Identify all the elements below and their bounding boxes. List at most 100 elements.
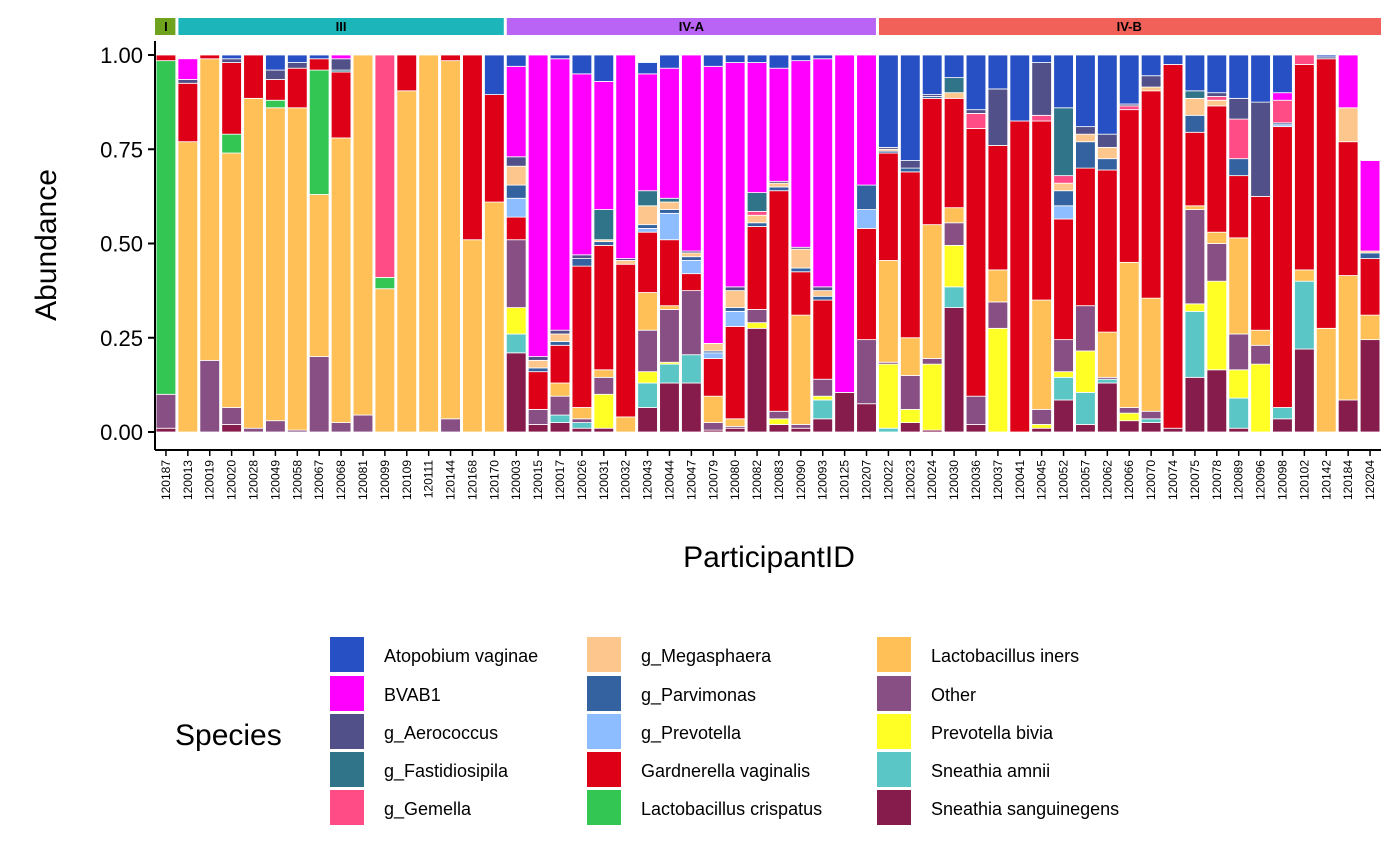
bar-segment [768,182,790,188]
bar-stack-120052 [1053,54,1074,433]
bar-segment [1097,331,1118,378]
bar-segment [1359,314,1381,341]
bar-segment [943,207,965,224]
x-tick-label: 120109 [400,460,414,500]
bar-segment [396,54,418,92]
bar-segment [790,54,812,62]
bar-stack-120093 [812,54,833,433]
bar-segment [1228,333,1249,371]
bar-segment [593,80,615,210]
bar-segment [265,99,286,109]
bar-segment [593,376,615,395]
y-tick-label: 0.00 [100,420,143,445]
bar-stack-120045 [1031,54,1052,433]
bar-segment [593,393,615,429]
bar-segment [724,427,746,433]
bar-segment [1031,427,1052,433]
bar-segment [1184,90,1206,99]
bar-segment [900,422,921,433]
legend-label: g_Fastidiosipila [384,761,509,782]
legend-entry: BVAB1 [330,676,441,711]
bar-segment [221,133,242,154]
bar-stack-120062 [1097,54,1118,433]
bar-segment [440,54,461,62]
bar-segment [593,427,615,433]
bar-segment [571,265,593,408]
bar-segment [505,156,527,167]
x-tick-label: 120037 [991,460,1005,500]
bar-segment [549,344,571,384]
legend-entries: Atopobium vaginae BVAB1 g_Aerococcus g_Fast… [330,637,1119,825]
bar-segment [1031,424,1052,429]
bar-segment [1228,158,1249,177]
bar-segment [1250,344,1271,365]
bar-segment [571,422,593,429]
bar-segment [593,54,615,82]
bar-segment [1294,348,1315,433]
bar-stack-120075 [1184,54,1206,433]
x-tick-label: 120062 [1100,460,1114,500]
bar-stack-120023 [900,54,921,433]
bar-segment [812,290,833,297]
legend-label: Atopobium vaginae [384,646,538,666]
bar-segment [1316,327,1337,433]
bar-stack-120098 [1272,54,1293,433]
bar-stack-120207 [856,54,877,433]
bar-segment [1294,64,1315,271]
legend-title: Species [175,719,282,752]
bar-segment [221,424,242,433]
bar-segment [681,354,702,384]
bar-segment [1118,261,1140,408]
bar-segment [1031,114,1052,122]
bar-segment [396,90,418,433]
group-strip: I III IV-A IV-B [155,18,1381,436]
bar-segment [1184,131,1206,207]
bar-segment [659,239,680,307]
bar-segment [746,322,768,329]
bar-segment [505,197,527,218]
x-tick-label: 120093 [816,460,830,500]
legend-swatch [330,637,364,672]
bar-segment [1053,399,1074,433]
bar-segment [330,58,352,71]
bar-segment [1162,54,1184,65]
bar-segment [221,58,242,63]
bar-segment [681,290,702,356]
bar-stack-120080 [724,54,746,433]
bar-segment [1206,231,1228,244]
bar-segment [549,341,571,346]
bar-segment [199,54,220,60]
bar-segment [878,54,899,148]
bar-segment [703,395,724,423]
bar-segment [856,403,877,433]
legend-entry: g_Fastidiosipila [330,752,509,787]
bar-segment [265,79,286,101]
bar-segment [571,254,593,259]
bar-segment [549,333,571,342]
bar-segment [1140,422,1162,433]
bar-segment [1184,376,1206,433]
bar-segment [155,60,177,395]
x-tick-label: 120028 [247,460,261,500]
bar-segment [1162,427,1184,433]
bar-stack-120043 [637,62,658,433]
bar-segment [856,54,877,186]
bar-segment [549,422,571,433]
bar-segment [659,382,680,433]
bar-stack-120078 [1206,54,1228,433]
x-tick-label: 120090 [794,460,808,500]
x-tick-label: 120049 [268,460,282,500]
bar-segment [265,69,286,80]
x-tick-label: 120024 [925,460,939,500]
bar-segment [637,407,658,433]
group-label-0: I [164,19,168,34]
x-tick-label: 120031 [597,460,611,500]
bar-segment [308,356,330,433]
bar-segment [681,252,702,258]
bar-stack-120083 [768,54,790,433]
bar-segment [1118,420,1140,433]
bar-segment [1053,54,1074,109]
bar-stack-120125 [834,54,855,433]
group-label-1: III [336,19,347,34]
legend-swatch [330,676,364,711]
